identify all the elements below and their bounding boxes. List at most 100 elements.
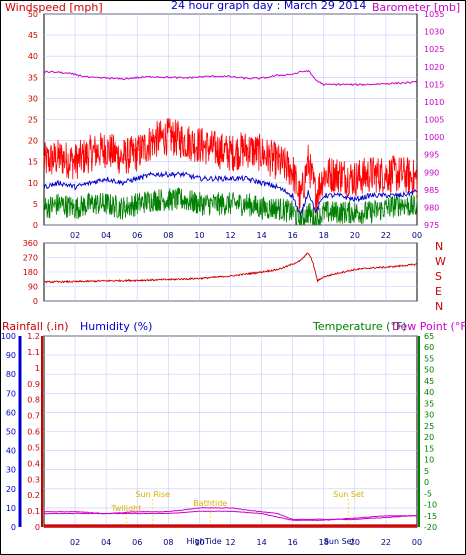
x-tick-label: 18 — [319, 231, 329, 240]
rainfall-tick: 0.8 — [27, 396, 40, 405]
windspeed-tick: 10 — [28, 179, 38, 188]
humidity-tick: 40 — [6, 447, 16, 456]
temperature-tick: 10 — [424, 456, 434, 465]
direction-tick: 90 — [28, 283, 38, 292]
windspeed-tick: 15 — [28, 158, 38, 167]
x-tick-label: 16 — [288, 231, 298, 240]
temperature-tick: 30 — [424, 411, 434, 420]
event-label: HighTide — [186, 537, 221, 546]
humidity-tick: 50 — [6, 428, 16, 437]
direction-tick: 360 — [23, 239, 38, 248]
wind-series — [43, 69, 418, 227]
barometer-tick: 980 — [424, 203, 439, 212]
barometer-tick: 1030 — [424, 28, 444, 37]
green-wind-line — [43, 186, 418, 227]
windspeed-tick: 30 — [28, 94, 38, 103]
rainfall-tick: 0.3 — [27, 475, 40, 484]
x-tick-label: 06 — [132, 538, 142, 547]
x-tick-label: 18 — [319, 538, 329, 547]
direction-series — [43, 252, 418, 284]
barometer-tick: 995 — [424, 151, 439, 160]
x-tick-label: 06 — [132, 231, 142, 240]
event-label: Sun Rise — [135, 490, 170, 499]
direction-grid — [44, 242, 417, 302]
windspeed-tick: 35 — [28, 73, 38, 82]
wind-x-ticks: 02 04 06 08 10 12 14 16 18 20 22 00 — [70, 231, 422, 240]
windspeed-tick: 45 — [28, 31, 38, 40]
humidity-axis-label: Humidity (%) — [80, 320, 152, 333]
x-tick-label: 02 — [70, 231, 80, 240]
temperature-tick: 55 — [424, 354, 434, 363]
humidity-tick: 20 — [6, 485, 16, 494]
temperature-tick: 35 — [424, 399, 434, 408]
rainfall-tick: 1 — [35, 364, 40, 373]
temperature-tick: -15 — [424, 512, 437, 521]
rainfall-tick: 0 — [35, 523, 40, 532]
compass-label: E — [435, 285, 442, 298]
x-tick-label: 10 — [194, 231, 204, 240]
graph-title: 24 hour graph day : March 29 2014 — [171, 0, 366, 12]
x-tick-label: 02 — [70, 538, 80, 547]
temperature-tick: -20 — [424, 523, 437, 532]
direction-tick: 180 — [23, 268, 38, 277]
direction-tick: 270 — [23, 254, 38, 263]
x-tick-label: 12 — [225, 538, 235, 547]
rainfall-tick: 1.2 — [27, 332, 40, 341]
direction-tick: 0 — [33, 297, 38, 306]
temperature-x-ticks: 02 04 06 08 10 12 14 16 18 20 22 00 — [70, 538, 422, 547]
temperature-tick: 40 — [424, 388, 434, 397]
temperature-axes: 010203040506070809010000.10.20.30.40.50.… — [1, 332, 437, 532]
wind-left-ticks: 0 5 10 15 20 25 30 35 40 45 50 — [28, 10, 38, 230]
event-label: Bathtide — [193, 499, 227, 508]
x-tick-label: 00 — [412, 231, 422, 240]
temperature-tick: 60 — [424, 343, 434, 352]
temperature-tick: 0 — [424, 478, 429, 487]
barometer-tick: 1000 — [424, 133, 444, 142]
x-tick-label: 22 — [381, 538, 391, 547]
x-tick-label: 04 — [101, 538, 111, 547]
x-tick-label: 08 — [163, 538, 173, 547]
windspeed-tick: 25 — [28, 116, 38, 125]
compass-label: N — [435, 240, 443, 253]
windspeed-tick: 0 — [33, 221, 38, 230]
barometer-tick: 985 — [424, 186, 439, 195]
windspeed-tick: 50 — [28, 10, 38, 19]
x-tick-label: 20 — [350, 231, 360, 240]
humidity-tick: 100 — [1, 332, 16, 341]
rainfall-tick: 0.1 — [27, 507, 40, 516]
x-tick-label: 08 — [163, 231, 173, 240]
temperature-tick: 50 — [424, 366, 434, 375]
barometer-axis-label: Barometer [mb] — [372, 1, 460, 14]
temperature-tick: -10 — [424, 501, 437, 510]
barometer-tick: 990 — [424, 168, 439, 177]
x-tick-label: 10 — [194, 538, 204, 547]
barometer-tick: 1025 — [424, 45, 444, 54]
barometer-tick: 1005 — [424, 116, 444, 125]
x-tick-label: 20 — [350, 538, 360, 547]
event-label: Sun Set — [333, 490, 364, 499]
temperature-tick: 20 — [424, 433, 434, 442]
windspeed-tick: 5 — [33, 200, 38, 209]
compass-label: W — [435, 255, 446, 268]
x-tick-label: 00 — [412, 538, 422, 547]
rainfall-tick: 0.9 — [27, 380, 40, 389]
dewpoint-line — [43, 510, 418, 522]
temperature-tick: 45 — [424, 377, 434, 386]
compass-label: N — [435, 300, 443, 313]
x-tick-label: 14 — [256, 538, 266, 547]
temperature-tick: -5 — [424, 489, 432, 498]
barometer-right-ticks: 975 980 985 990 995 1000 1005 1010 1015 1020 1025 1… — [424, 10, 444, 230]
humidity-tick: 90 — [6, 351, 16, 360]
barometer-tick: 1015 — [424, 80, 444, 89]
wind-grid — [44, 13, 417, 226]
barometer-tick: 1010 — [424, 98, 444, 107]
barometer-tick: 975 — [424, 221, 439, 230]
event-label: Sun Set — [324, 537, 355, 546]
humidity-tick: 70 — [6, 389, 16, 398]
temperature-tick: 25 — [424, 422, 434, 431]
direction-left-ticks: 0 90 180 270 360 — [23, 239, 38, 306]
x-tick-label: 04 — [101, 231, 111, 240]
windspeed-line — [43, 118, 418, 215]
